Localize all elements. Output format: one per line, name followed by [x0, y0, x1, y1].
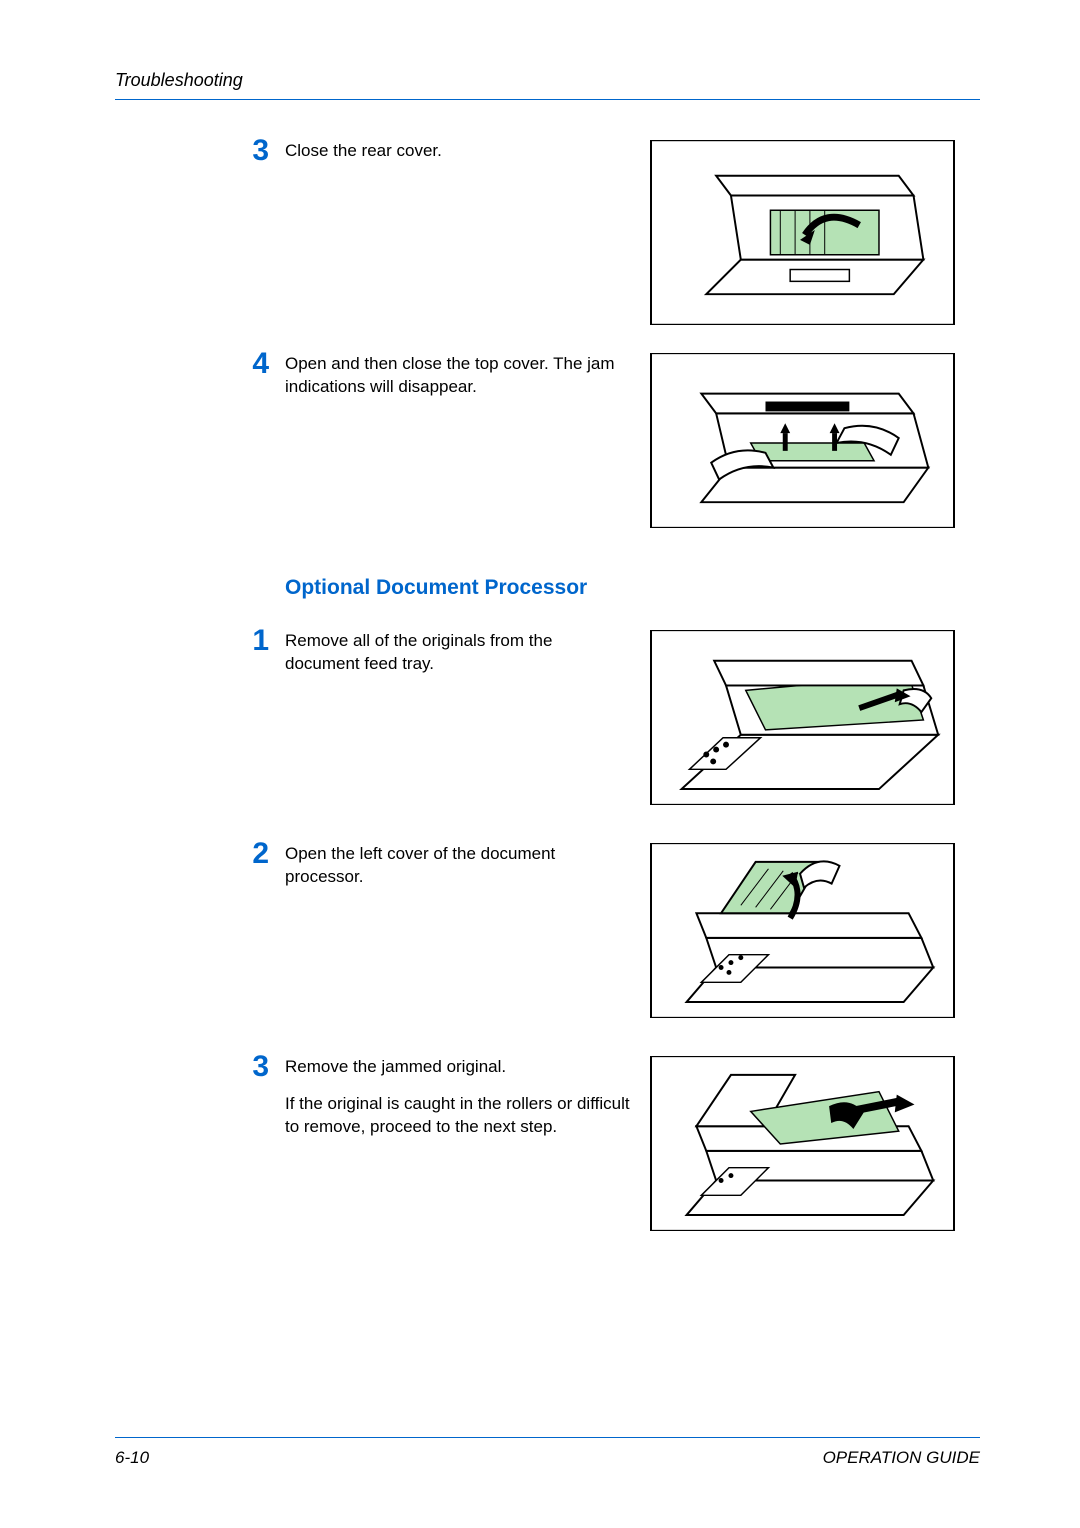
step-row: 2 Open the left cover of the document pr… [115, 843, 980, 1038]
step-paragraph: Remove all of the originals from the doc… [285, 630, 630, 676]
step-paragraph: Open and then close the top cover. The j… [285, 353, 630, 399]
step-text: Remove all of the originals from the doc… [285, 630, 640, 690]
step-illustration [650, 1056, 955, 1231]
step-paragraph: Close the rear cover. [285, 140, 630, 163]
step-number: 2 [115, 839, 285, 869]
step-number: 1 [115, 626, 285, 656]
step-text: Remove the jammed original. If the origi… [285, 1056, 640, 1153]
step-row: 3 Close the rear cover. [115, 140, 980, 335]
step-illustration [650, 630, 955, 805]
step-number: 3 [115, 1052, 285, 1082]
step-row: 1 Remove all of the originals from the d… [115, 630, 980, 825]
page-footer: 6-10 OPERATION GUIDE [115, 1437, 980, 1468]
step-illustration [650, 843, 955, 1018]
step-paragraph: If the original is caught in the rollers… [285, 1093, 630, 1139]
step-row: 4 Open and then close the top cover. The… [115, 353, 980, 548]
step-text: Open and then close the top cover. The j… [285, 353, 640, 413]
step-text: Open the left cover of the document proc… [285, 843, 640, 903]
step-paragraph: Open the left cover of the document proc… [285, 843, 630, 889]
page-header: Troubleshooting [115, 70, 980, 100]
step-illustration [650, 140, 955, 325]
content-area: 3 Close the rear cover. [115, 140, 980, 1251]
step-number: 3 [115, 136, 285, 166]
footer-page-number: 6-10 [115, 1448, 149, 1468]
step-row: 3 Remove the jammed original. If the ori… [115, 1056, 980, 1251]
step-paragraph: Remove the jammed original. [285, 1056, 630, 1079]
step-text: Close the rear cover. [285, 140, 640, 177]
footer-guide-label: OPERATION GUIDE [823, 1448, 980, 1468]
header-section: Troubleshooting [115, 70, 243, 90]
section-title: Optional Document Processor [285, 576, 980, 600]
step-illustration [650, 353, 955, 528]
step-number: 4 [115, 349, 285, 379]
